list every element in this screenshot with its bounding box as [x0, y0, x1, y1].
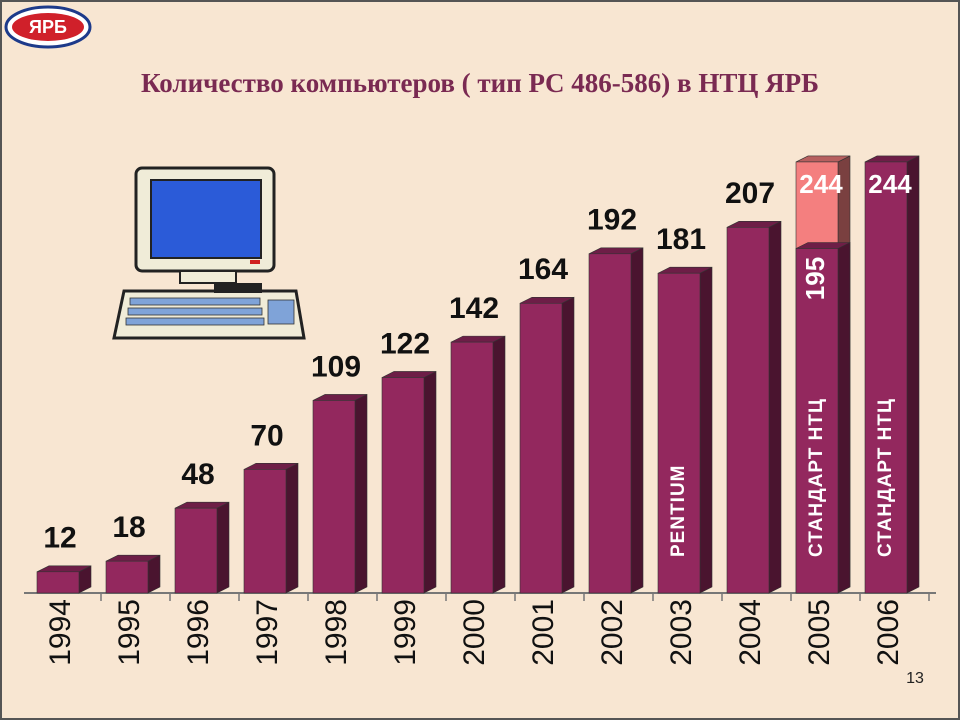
value-label: 109	[311, 350, 361, 383]
bar-side	[561, 296, 575, 594]
value-label: 244	[868, 169, 912, 199]
bar	[174, 507, 218, 594]
bar	[657, 272, 701, 594]
value-label: 70	[250, 419, 283, 452]
bar	[588, 253, 632, 594]
bar-side	[768, 220, 782, 594]
bar-side	[216, 501, 230, 594]
bar	[36, 571, 80, 594]
x-tick-label: 2005	[803, 599, 836, 666]
x-tick-label: 1996	[182, 599, 215, 666]
x-tick-label: 1999	[389, 599, 422, 666]
bar-side	[147, 554, 161, 594]
logo-text: ЯРБ	[29, 17, 67, 37]
value-label: 164	[518, 253, 568, 286]
logo: ЯРБ	[4, 5, 92, 49]
x-tick-label: 1994	[44, 599, 77, 666]
x-tick-label: 1997	[251, 599, 284, 666]
value-label: 207	[725, 177, 775, 210]
x-tick-label: 1998	[320, 599, 353, 666]
x-tick-label: 1995	[113, 599, 146, 666]
x-tick-label: 2001	[527, 599, 560, 666]
bar	[726, 227, 770, 594]
value-label: 48	[181, 458, 214, 491]
bar-side	[630, 247, 644, 594]
x-tick-label: 2006	[872, 599, 905, 666]
value-label: 195	[800, 257, 830, 300]
bar	[381, 377, 425, 594]
bar-side	[699, 266, 713, 594]
bar-side	[906, 155, 920, 594]
x-tick-label: 2002	[596, 599, 629, 666]
bar	[795, 248, 839, 594]
bar	[312, 400, 356, 594]
value-label: 18	[112, 511, 145, 544]
bar-side	[423, 370, 437, 594]
value-label: 12	[43, 522, 76, 555]
bar-label: СТАНДАРТ НТЦ	[875, 398, 896, 557]
value-label: 244	[799, 169, 843, 199]
chart-title: Количество компьютеров ( тип PC 486-586)…	[141, 68, 819, 98]
value-label: 181	[656, 223, 706, 256]
bar	[243, 469, 287, 594]
bar	[519, 302, 563, 594]
x-tick-label: 2000	[458, 599, 491, 666]
bar	[864, 161, 908, 594]
page-number: 13	[906, 670, 924, 687]
value-label: 142	[449, 292, 499, 325]
bar	[105, 560, 149, 594]
computer-icon	[112, 166, 306, 340]
bar-label: СТАНДАРТ НТЦ	[806, 398, 827, 557]
value-label: 192	[587, 204, 637, 237]
bar-label: PENTIUM	[668, 465, 689, 558]
bar-side	[285, 462, 299, 594]
bar-side	[837, 242, 851, 594]
bar-side	[492, 335, 506, 594]
x-tick-label: 2003	[665, 599, 698, 666]
bar	[450, 341, 494, 594]
value-label: 122	[380, 327, 430, 360]
x-tick-label: 2004	[734, 599, 767, 666]
bar-side	[354, 393, 368, 594]
